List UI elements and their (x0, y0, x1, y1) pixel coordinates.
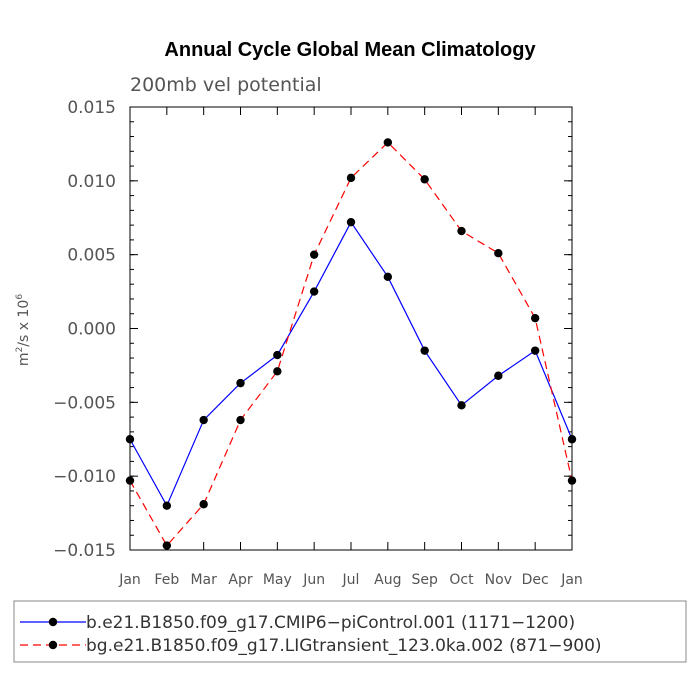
y-tick-label: −0.010 (53, 467, 116, 487)
y-axis-label: m2/s x 106 (15, 294, 32, 366)
series-2-point (162, 541, 172, 550)
series-line-1 (129, 221, 573, 508)
y-tick-label: 0.000 (67, 320, 116, 340)
series-2-point (383, 138, 393, 147)
x-tick-label: May (263, 572, 292, 588)
series-2-point (309, 250, 319, 259)
series-1-point (273, 350, 282, 360)
y-tick-label: 0.010 (67, 172, 116, 192)
x-tick-label: Jun (302, 572, 325, 588)
series-1-point (494, 371, 503, 380)
y-tick-label: −0.005 (53, 393, 116, 413)
chart-title: Annual Cycle Global Mean Climatology (164, 39, 536, 61)
series-1-point (383, 272, 393, 282)
series-1-point (199, 415, 208, 425)
series-1-point (236, 378, 245, 388)
x-tick-label: Jul (342, 572, 360, 588)
x-tick-label: Feb (154, 572, 179, 588)
y-tick-label: −0.015 (53, 541, 116, 561)
x-tick-label: Mar (190, 572, 217, 588)
x-tick-label: Dec (522, 572, 549, 588)
x-tick-label: Jan (118, 572, 141, 588)
legend-label-2: bg.e21.B1850.f09_g17.LIGtransient_123.0k… (86, 636, 602, 656)
series-1-point (309, 287, 319, 296)
x-tick-label: Sep (411, 572, 438, 588)
y-tick-label: 0.005 (67, 246, 116, 266)
chart-subtitle: 200mb vel potential (130, 74, 322, 96)
plot-frame (129, 106, 573, 551)
legend-box (13, 600, 687, 663)
x-tick-label: Jan (560, 572, 583, 588)
legend-marker-2 (48, 640, 58, 650)
series-2-point (236, 415, 245, 425)
series-2-point (199, 500, 208, 509)
legend-marker-1 (48, 617, 58, 627)
x-tick-label: Aug (374, 572, 401, 588)
series-1-point (346, 217, 356, 227)
x-tick-label: Apr (228, 572, 252, 588)
series-2-point (457, 226, 466, 236)
series-1-point (420, 346, 429, 355)
series-1-point (530, 346, 540, 355)
series-1-point (162, 501, 172, 510)
x-tick-label: Oct (449, 572, 474, 588)
legend-label-1: b.e21.B1850.f09_g17.CMIP6−piControl.001 … (86, 613, 575, 633)
series-1-point (457, 401, 466, 410)
x-tick-label: Nov (485, 572, 512, 588)
y-tick-label: 0.015 (67, 98, 116, 118)
series-2-point (346, 173, 356, 183)
series-2-point (273, 367, 282, 376)
series-line-2 (129, 141, 573, 547)
series-2-point (494, 248, 503, 258)
series-2-point (530, 313, 540, 323)
series-2-point (420, 175, 429, 184)
